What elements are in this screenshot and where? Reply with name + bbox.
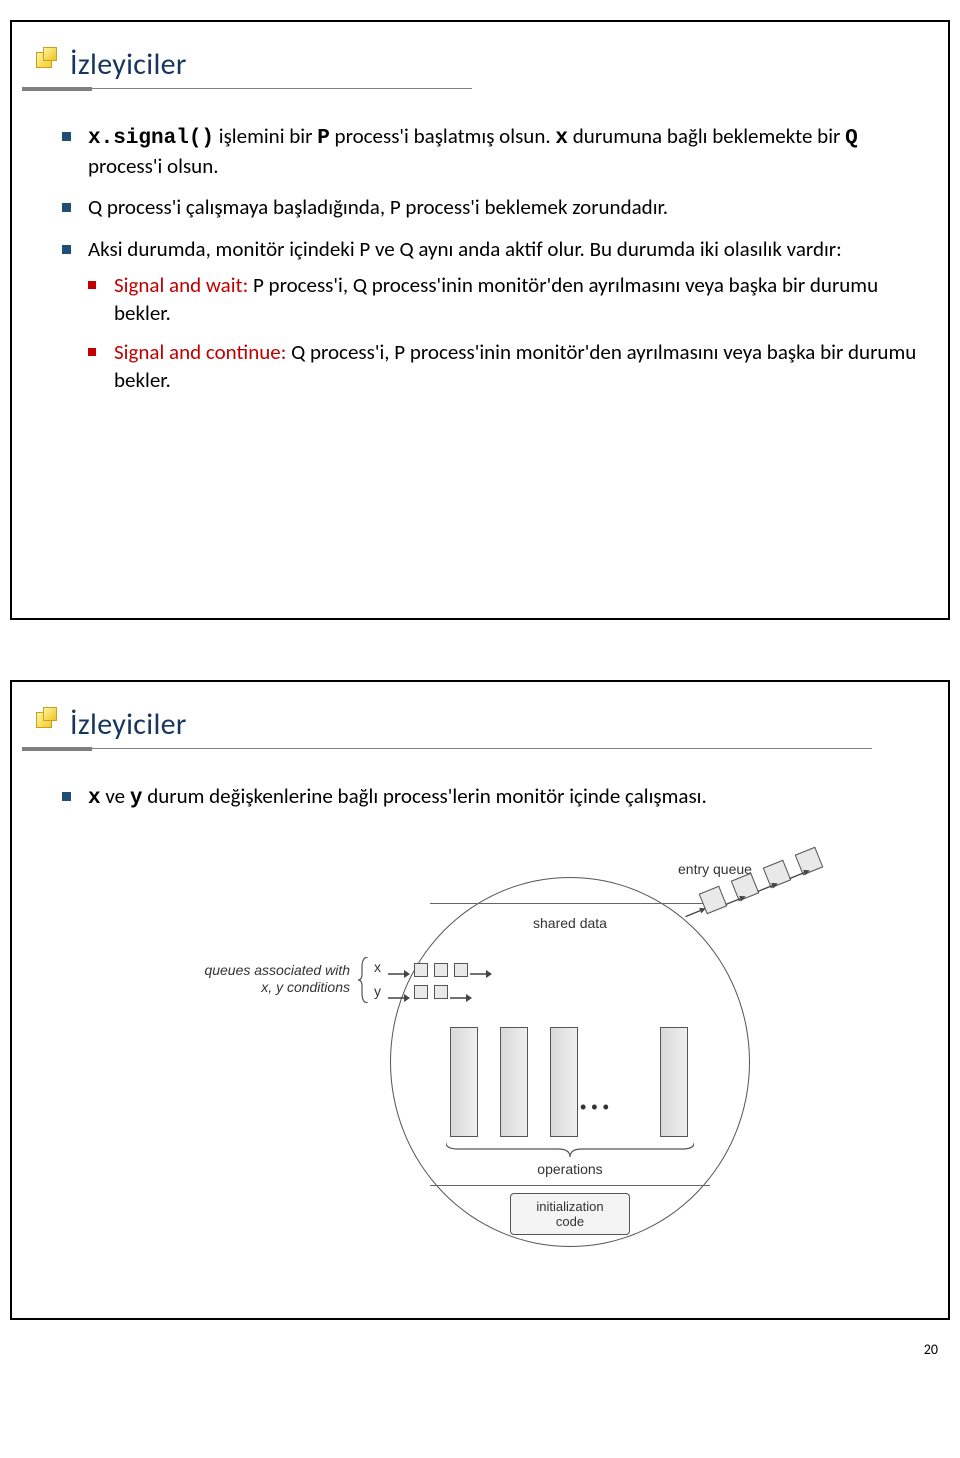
init-chord [430,1185,710,1186]
queues-label: queues associated with x, y conditions [190,962,350,996]
operation-box [550,1027,578,1137]
t: Aksi durumda, monitör içindeki P ve Q ay… [88,236,842,262]
init-l2: code [556,1214,584,1229]
title-decoration-icon [36,708,66,728]
sub-bullet-2: Signal and continue: Q process'i, P proc… [88,339,918,394]
operations-label: operations [490,1161,650,1177]
entry-queue-label: entry queue [678,861,752,877]
label: Signal and wait: [114,272,248,298]
bullet-3: Aksi durumda, monitör içindeki P ve Q ay… [62,236,918,395]
ellipsis-icon: ••• [580,1097,614,1118]
sub-bullet-1: Signal and wait: P process'i, Q process'… [88,272,918,327]
code-signal: x.signal() [88,127,214,150]
slide-content: x.signal() işlemini bir P process'i başl… [42,123,918,395]
init-l1: initialization [536,1199,603,1214]
arrow-right-icon [388,990,410,1000]
lp: conditions [283,979,350,995]
arrow-right-icon [450,990,472,1000]
slide-1: İzleyiciler x.signal() işlemini bir P pr… [10,20,950,620]
bullet-1: x.signal() işlemini bir P process'i başl… [62,123,918,180]
arrow-right-icon [388,966,410,976]
slide-title-wrap: İzleyiciler [42,46,918,95]
queue-box [414,985,428,999]
queue-box [434,963,448,977]
brace-vertical-icon [358,957,370,1003]
queue-box [414,963,428,977]
t: process'i başlatmış olsun. [330,123,556,149]
arrow-icon [682,899,705,913]
l1: queues associated with [204,962,350,978]
ly: y [276,979,283,995]
operation-box [660,1027,688,1137]
bullet-1: x ve y durum değişkenlerine bağlı proces… [62,783,918,813]
operation-box [450,1027,478,1137]
label: Signal and continue: [114,339,286,365]
title-underline [42,87,918,95]
code-Q: Q [845,127,858,150]
slide-title: İzleyiciler [42,706,918,743]
queue-box [454,963,468,977]
bullet-2: Q process'i çalışmaya başladığında, P pr… [62,194,918,222]
lm: , [268,979,276,995]
page-number: 20 [924,1341,938,1358]
title-underline [42,747,918,755]
x-label: x [374,959,381,975]
init-code-box: initialization code [510,1193,630,1235]
operations-group: ••• [440,1027,700,1159]
shared-data-label: shared data [430,915,710,931]
t: ve [101,783,130,809]
slide-title: İzleyiciler [42,46,918,83]
t: durum değişkenlerine bağlı process'lerin… [142,783,706,809]
monitor-diagram: shared data queues associated with x, y … [130,827,850,1257]
code-y: y [130,787,143,810]
brace-horizontal-icon [446,1143,694,1157]
operation-box [500,1027,528,1137]
t: işlemini bir [214,123,317,149]
title-decoration-icon [36,48,66,68]
code-x: x [88,787,101,810]
slide-content: x ve y durum değişkenlerine bağlı proces… [42,783,918,1257]
slide-2: İzleyiciler x ve y durum değişkenlerine … [10,680,950,1320]
slide-title-wrap: İzleyiciler [42,706,918,755]
shared-chord-top [430,903,710,904]
code-P: P [317,127,330,150]
queue-box [434,985,448,999]
arrow-right-icon [470,966,492,976]
code-x: x [555,127,568,150]
t: process'i olsun. [88,153,219,179]
y-label: y [374,983,381,999]
t: durumuna bağlı beklemekte bir [568,123,845,149]
